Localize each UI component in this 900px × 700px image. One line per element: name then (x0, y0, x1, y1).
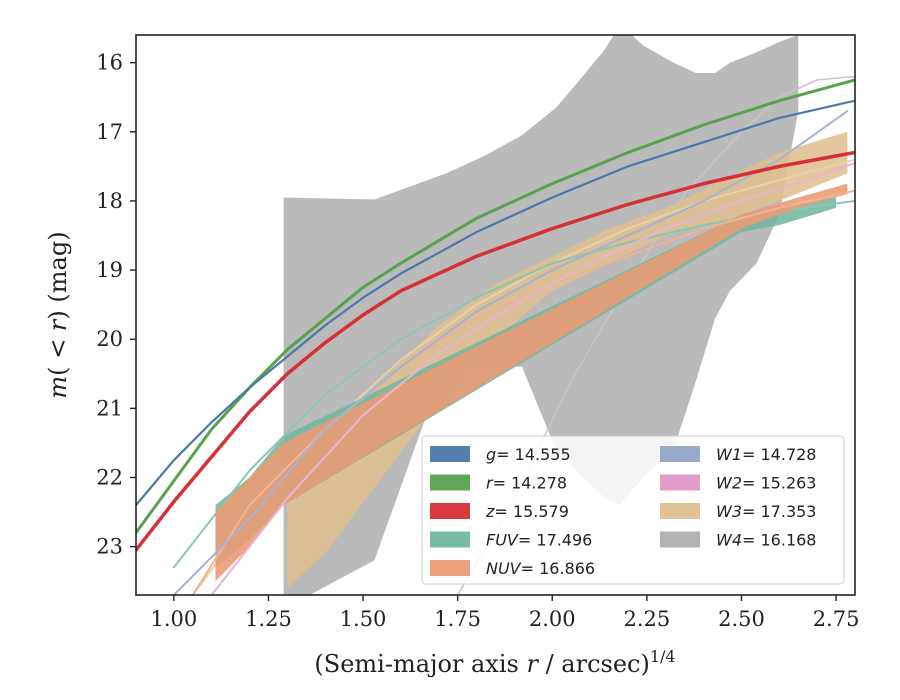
series-line-nuv-model (191, 189, 855, 595)
legend-swatch-w2 (660, 474, 700, 491)
legend-swatch-w3 (660, 503, 700, 519)
legend-frame (421, 435, 845, 585)
y-tick-label: 23 (96, 535, 123, 559)
series-line-r (136, 78, 855, 535)
legend-label-fuv: FUV= 17.496 (486, 531, 592, 550)
legend-label-r: r= 14.278 (486, 474, 567, 493)
x-axis-ticks: 1.00 1.25 1.50 1.75 2.00 2.25 2.50 2.75 (150, 595, 859, 631)
y-axis-ticks: 16 17 18 19 20 21 22 23 (96, 51, 136, 559)
y-axis-label: m( < r) (mag) (44, 231, 72, 398)
y-tick-label: 16 (96, 51, 123, 75)
plot-frame (135, 34, 856, 596)
legend-swatch-nuv (430, 560, 470, 576)
x-tick-label: 1.25 (245, 607, 292, 631)
x-tick-label: 2.25 (623, 607, 670, 631)
legend-swatch-w4 (660, 531, 700, 548)
x-axis-label: (Semi-major axis r / arcsec)1/4 (314, 647, 675, 678)
y-tick-label: 18 (96, 189, 123, 213)
x-tick-label: 1.00 (150, 607, 197, 631)
legend-label-w3: W3= 17.353 (716, 502, 816, 521)
y-tick-label: 19 (96, 258, 123, 282)
legend-swatch-g (430, 446, 470, 462)
series-line-w2-model (210, 161, 855, 595)
legend-label-g: g= 14.555 (486, 445, 571, 464)
legend-label-w4: W4= 16.168 (716, 531, 816, 550)
legend-swatch-w1 (660, 446, 700, 462)
x-tick-label: 2.50 (718, 607, 765, 631)
y-tick-label: 17 (96, 120, 123, 144)
x-tick-label: 2.75 (813, 607, 860, 631)
y-tick-label: 22 (96, 465, 123, 489)
series-layer (136, 35, 855, 595)
legend-label-nuv: NUV= 16.866 (486, 559, 595, 578)
series-line-w1-model (172, 110, 849, 595)
x-tick-label: 1.50 (340, 607, 387, 631)
legend-label-w1: W1= 14.728 (716, 445, 816, 464)
legend: g= 14.555 r= 14.278 z= 15.579 FUV= 17.496 NU… (421, 435, 845, 585)
series-line-g (136, 99, 855, 507)
legend-label-w2: W2= 15.263 (716, 474, 816, 493)
legend-swatch-r (430, 474, 470, 491)
series-line-z (136, 150, 855, 552)
legend-label-z: z= 15.579 (485, 502, 569, 521)
legend-swatch-z (430, 503, 470, 519)
x-tick-label: 2.00 (529, 607, 576, 631)
x-tick-label: 1.75 (434, 607, 481, 631)
y-tick-label: 21 (96, 396, 123, 420)
legend-swatch-fuv (430, 531, 470, 548)
y-tick-label: 20 (96, 327, 123, 351)
